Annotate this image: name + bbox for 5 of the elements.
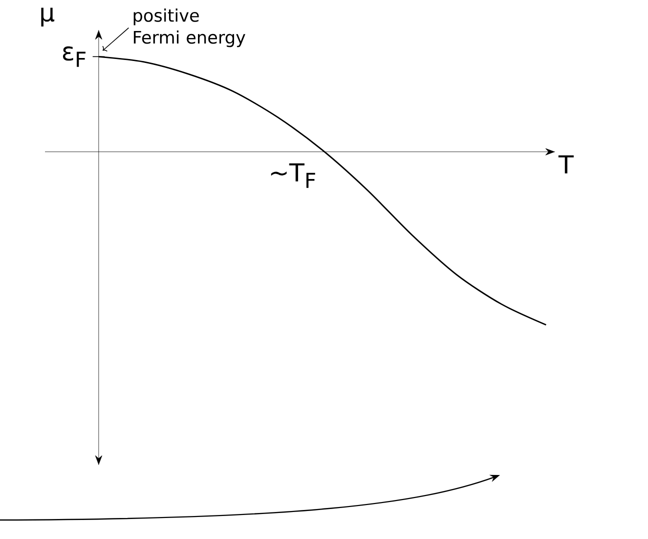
annotation: ~T$_{F}$ bbox=[271, 163, 316, 188]
text: positive Fermi energy bbox=[134, 8, 246, 48]
x-axis-title: T bbox=[558, 155, 574, 174]
y-axis-title: μ bbox=[41, 8, 54, 26]
annotation: ε$_{F}$ bbox=[62, 46, 86, 67]
